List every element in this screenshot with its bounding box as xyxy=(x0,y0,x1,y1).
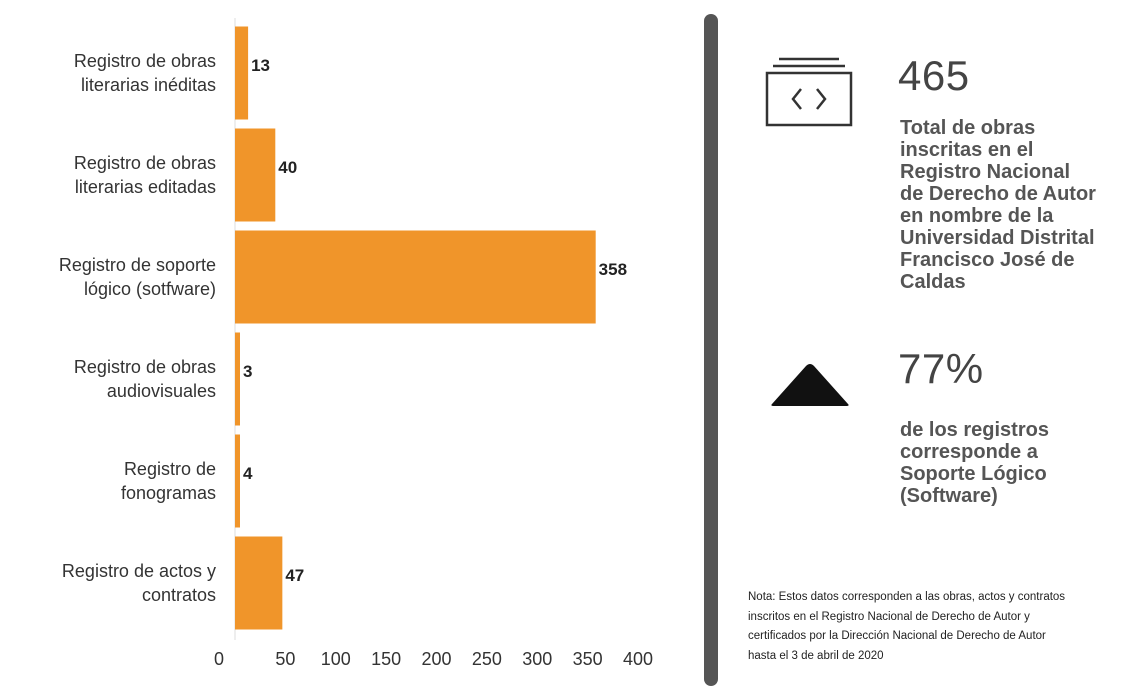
x-tick-label-0: 0 xyxy=(214,649,224,669)
stat-percent-value: 77% xyxy=(898,345,984,392)
stat-total-value: 465 xyxy=(898,52,970,99)
category-label-1: Registro de obras literarias editadas xyxy=(74,153,216,197)
stat-percent-description: de los registros corresponde a Soporte L… xyxy=(900,419,1049,507)
footnote: Nota: Estos datos corresponden a las obr… xyxy=(748,591,1066,662)
x-tick-label-4: 200 xyxy=(421,649,451,669)
category-label-5: Registro de actos y contratos xyxy=(62,561,216,605)
x-tick-label-3: 150 xyxy=(371,649,401,669)
triangle-up-icon xyxy=(771,364,849,406)
x-tick-label-2: 100 xyxy=(321,649,351,669)
x-tick-label-8: 400 xyxy=(623,649,653,669)
bar-5 xyxy=(235,536,283,630)
x-axis-ticks-group: 0 50 100 150 200 250 300 350 400 xyxy=(214,649,653,669)
value-label-5: 47 xyxy=(285,566,304,585)
category-label-4: Registro de fonogramas xyxy=(121,459,216,503)
value-label-4: 4 xyxy=(243,464,253,483)
category-label-3: Registro de obras audiovisuales xyxy=(74,357,216,401)
bars-group xyxy=(235,26,596,630)
value-label-2: 358 xyxy=(599,260,627,279)
code-window-icon xyxy=(765,57,853,127)
x-tick-label-1: 50 xyxy=(275,649,295,669)
value-label-3: 3 xyxy=(243,362,252,381)
bar-2 xyxy=(235,230,596,324)
value-label-1: 40 xyxy=(278,158,297,177)
bar-3 xyxy=(235,332,240,426)
category-label-0: Registro de obras literarias inéditas xyxy=(74,51,216,95)
bar-chart: Registro de obras literarias inéditas Regi… xyxy=(59,18,653,669)
value-labels-group: 13 40 358 3 4 47 xyxy=(243,56,627,585)
vertical-divider xyxy=(704,14,718,686)
bar-4 xyxy=(235,434,240,528)
x-tick-label-6: 300 xyxy=(522,649,552,669)
x-tick-label-5: 250 xyxy=(472,649,502,669)
category-labels-group: Registro de obras literarias inéditas Regi… xyxy=(59,51,216,605)
stat-total-description: Total de obras inscritas en el Registro … xyxy=(900,117,1096,293)
category-label-2: Registro de soporte lógico (sotfware) xyxy=(59,255,216,299)
value-label-0: 13 xyxy=(251,56,270,75)
bar-0 xyxy=(235,26,249,120)
bar-1 xyxy=(235,128,276,222)
x-tick-label-7: 350 xyxy=(573,649,603,669)
